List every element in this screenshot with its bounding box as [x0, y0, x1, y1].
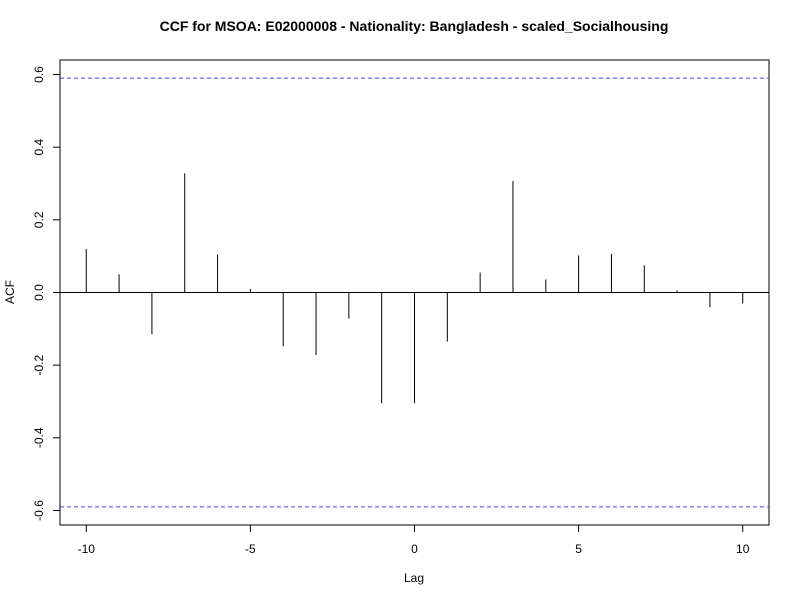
x-tick-label: 0 [411, 542, 418, 556]
y-tick-label: -0.4 [32, 427, 46, 448]
y-tick-label: 0.6 [32, 66, 46, 83]
y-tick-label: 0.2 [32, 211, 46, 228]
chart-title: CCF for MSOA: E02000008 - Nationality: B… [160, 18, 669, 34]
x-tick-label: 10 [736, 542, 750, 556]
chart-marks: -10 -5 0 5 10 -0.6 -0.4 -0.2 0.0 0.2 0.4 0.6 [32, 66, 769, 556]
y-tick-label: -0.6 [32, 500, 46, 521]
y-tick-label: 0.4 [32, 139, 46, 156]
x-tick-label: 5 [575, 542, 582, 556]
x-axis-label: Lag [404, 571, 424, 585]
y-tick-label: -0.2 [32, 354, 46, 375]
y-axis-label: ACF [3, 280, 17, 304]
x-tick-label: -10 [78, 542, 96, 556]
y-tick-label: 0.0 [32, 284, 46, 301]
x-tick-label: -5 [245, 542, 256, 556]
